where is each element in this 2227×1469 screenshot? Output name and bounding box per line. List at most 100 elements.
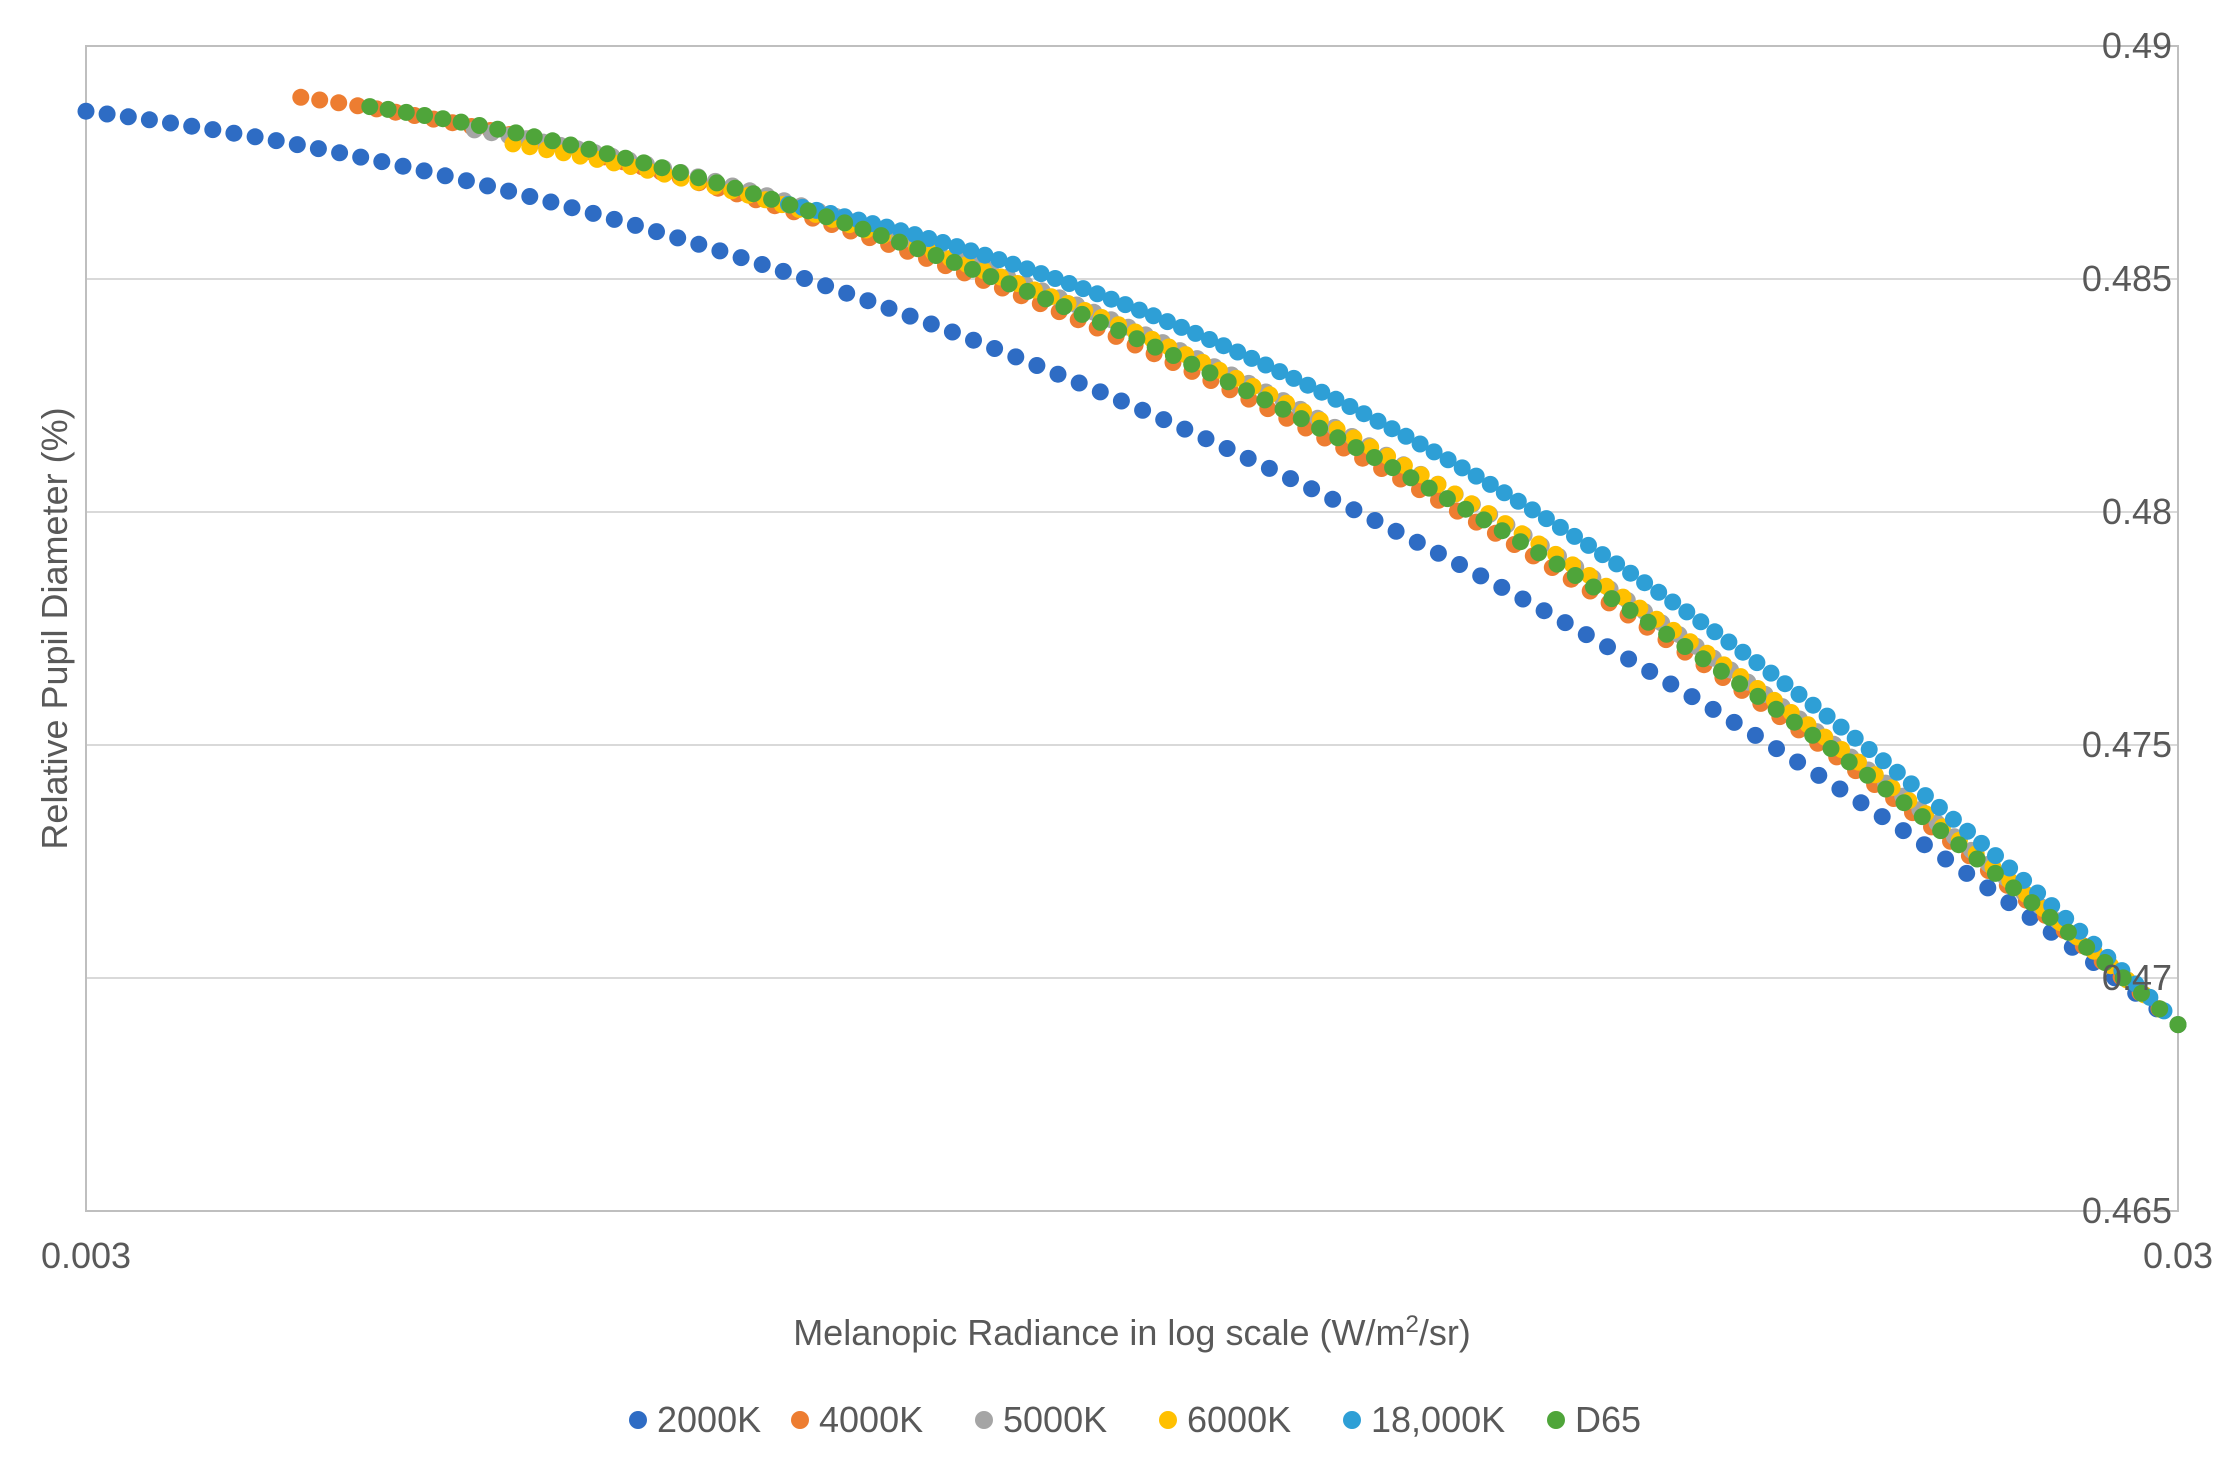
data-point — [1804, 696, 1822, 714]
data-point — [1874, 752, 1892, 770]
data-point — [1493, 578, 1511, 596]
data-point — [1238, 382, 1255, 400]
data-point — [77, 102, 95, 120]
data-point — [1683, 688, 1701, 706]
data-point — [880, 299, 898, 317]
data-point — [416, 107, 434, 124]
data-point — [1959, 822, 1976, 840]
data-point — [982, 268, 1000, 286]
data-point — [1073, 305, 1091, 323]
data-point — [1832, 718, 1850, 736]
data-point — [1986, 864, 2004, 882]
legend-marker — [1159, 1411, 1177, 1429]
legend-marker — [1547, 1411, 1565, 1429]
data-point — [2114, 969, 2132, 987]
data-point — [763, 190, 781, 208]
y-tick-label: 0.47 — [2102, 957, 2172, 998]
data-point — [1260, 459, 1278, 477]
data-point — [2096, 954, 2114, 971]
data-point — [1785, 713, 1803, 731]
data-point — [1292, 410, 1310, 428]
data-point — [1438, 490, 1456, 508]
data-point — [617, 149, 634, 167]
data-point — [1877, 780, 1895, 798]
data-point — [2021, 908, 2039, 926]
data-point — [204, 121, 222, 139]
data-point — [331, 144, 349, 162]
data-point — [1608, 555, 1626, 573]
data-point — [1116, 296, 1134, 314]
data-point — [1577, 626, 1595, 644]
data-point — [1594, 546, 1611, 564]
legend-marker — [1343, 1411, 1361, 1429]
legend-item: 4000K — [791, 1399, 923, 1440]
gridlines — [86, 45, 2178, 1212]
data-point — [1859, 766, 1876, 784]
data-point — [1639, 613, 1657, 631]
data-point — [2001, 859, 2019, 877]
data-point — [470, 117, 488, 134]
data-point — [415, 162, 433, 180]
data-point — [1888, 763, 1906, 781]
data-point — [1731, 675, 1749, 693]
data-point — [1580, 536, 1597, 554]
data-point — [1420, 479, 1438, 497]
data-point — [1678, 603, 1696, 621]
data-point — [1274, 400, 1292, 418]
data-point — [1383, 420, 1401, 438]
data-point — [1664, 593, 1682, 611]
data-point — [1037, 290, 1055, 308]
data-point — [1425, 443, 1443, 461]
data-point — [753, 256, 771, 273]
y-tick-label: 0.475 — [2082, 724, 2172, 765]
data-point — [922, 315, 940, 333]
legend-label: 2000K — [657, 1399, 761, 1440]
data-point — [1049, 365, 1067, 383]
data-point — [943, 323, 961, 341]
data-point — [2151, 1000, 2169, 1018]
data-point — [1603, 590, 1621, 608]
legend-label: 18,000K — [1371, 1399, 1505, 1440]
data-point — [1894, 822, 1912, 840]
data-point — [1944, 810, 1962, 828]
data-point — [744, 185, 762, 203]
data-point — [397, 103, 415, 121]
data-point — [817, 208, 835, 226]
data-point — [2057, 909, 2075, 927]
data-point — [1694, 650, 1712, 668]
data-point — [544, 132, 561, 150]
data-point — [1365, 449, 1383, 466]
data-point — [1183, 355, 1201, 373]
data-point — [1566, 527, 1583, 545]
data-point — [394, 157, 412, 175]
data-point — [1535, 602, 1553, 620]
data-point — [1968, 850, 1986, 868]
data-point — [2023, 894, 2041, 912]
data-point — [309, 140, 327, 158]
data-point — [119, 108, 137, 126]
legend-item: 18,000K — [1343, 1399, 1505, 1440]
data-point — [1429, 544, 1447, 562]
data-point — [1712, 662, 1730, 680]
data-point — [1958, 864, 1976, 882]
data-point — [1110, 322, 1128, 339]
plot-area-frame — [85, 45, 2179, 1212]
data-point — [1164, 347, 1182, 364]
data-point — [1112, 392, 1130, 410]
data-point — [1789, 753, 1807, 771]
data-point — [1822, 740, 1840, 757]
data-point — [436, 167, 454, 185]
data-point — [507, 124, 525, 142]
data-point — [1243, 349, 1261, 367]
data-point — [2005, 879, 2023, 897]
data-point — [1347, 439, 1365, 457]
data-point — [690, 235, 708, 253]
data-point — [1509, 492, 1527, 510]
data-point — [1495, 484, 1513, 502]
legend-item: 5000K — [975, 1399, 1107, 1440]
data-point — [1620, 650, 1638, 668]
data-point — [584, 204, 602, 222]
data-point — [1749, 687, 1767, 705]
data-point — [1621, 601, 1639, 619]
data-point — [1134, 401, 1152, 419]
